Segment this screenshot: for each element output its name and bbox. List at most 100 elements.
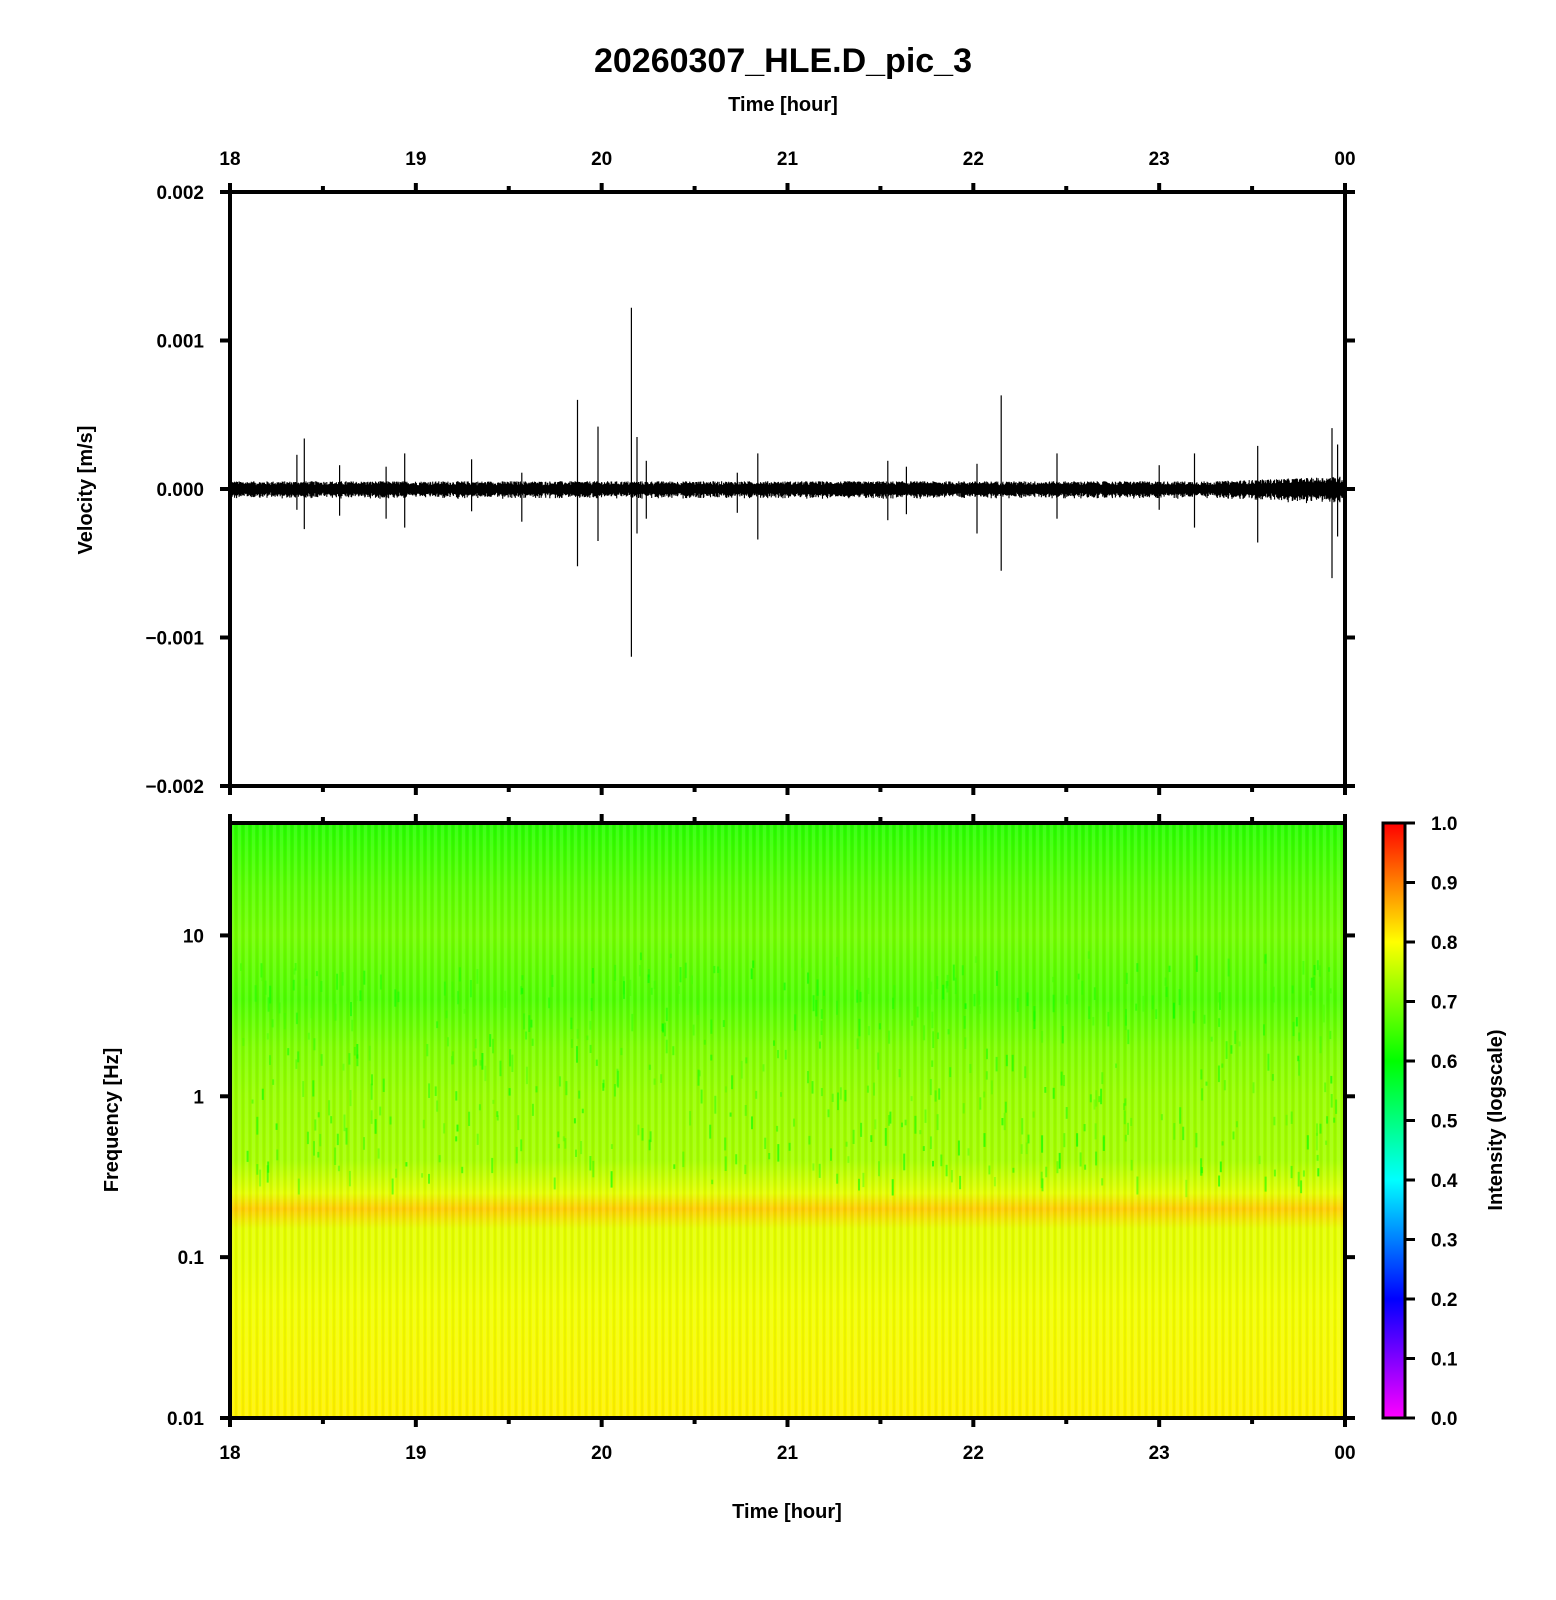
spectrogram-speckle bbox=[940, 1154, 943, 1167]
spectrogram-speckle bbox=[969, 1064, 972, 1073]
spectrogram-speckle bbox=[788, 1142, 791, 1151]
spectrogram-speckle bbox=[858, 1178, 860, 1191]
spectrogram-speckle bbox=[562, 1136, 565, 1142]
spectrogram-speckle bbox=[531, 1103, 534, 1116]
spectrogram-speckle bbox=[1219, 1161, 1222, 1173]
spectrogram-speckle bbox=[509, 1049, 512, 1067]
spectrogram-speckle bbox=[1232, 1131, 1235, 1140]
spectrogram-speckle bbox=[629, 979, 632, 996]
spectrogram-speckle bbox=[558, 1076, 561, 1087]
spectrogram-speckle bbox=[816, 979, 819, 996]
spectrogram-speckle bbox=[479, 1060, 482, 1066]
spectrogram-speckle bbox=[1135, 1003, 1138, 1011]
spectrogram-speckle bbox=[1195, 955, 1198, 972]
spectrogram-speckle bbox=[320, 1054, 323, 1066]
waveform-y-axis-label: Velocity [m/s] bbox=[75, 426, 97, 555]
spectrogram-speckle bbox=[548, 997, 551, 1009]
spectrogram-speckle bbox=[590, 998, 593, 1011]
colorbar-tick-label: 0.0 bbox=[1431, 1409, 1457, 1430]
spectrogram-speckle bbox=[983, 1091, 986, 1098]
colorbar-image bbox=[1383, 823, 1405, 1418]
colorbar-tick-label: 0.4 bbox=[1431, 1171, 1458, 1192]
spectrogram-speckle bbox=[1335, 1099, 1338, 1114]
spectrogram-speckle bbox=[755, 1090, 758, 1099]
spectrogram-texture bbox=[230, 823, 1345, 1418]
spectrogram-speckle bbox=[1227, 958, 1230, 977]
spectrogram-speckle bbox=[266, 1165, 269, 1183]
spectrogram-speckle bbox=[964, 1003, 967, 1009]
spectrogram-speckle bbox=[565, 1081, 568, 1096]
spectrogram-speckle bbox=[934, 1090, 937, 1102]
spectrogram-speckle bbox=[811, 1081, 814, 1094]
spectrogram-speckle bbox=[570, 1017, 573, 1030]
spectrogram-speckle bbox=[1290, 1111, 1293, 1124]
spectrogram-speckle bbox=[283, 1013, 286, 1030]
spectrogram-speckle bbox=[988, 1165, 991, 1175]
spectrogram-speckle bbox=[973, 993, 976, 1007]
spectrogram-speckle bbox=[682, 1151, 685, 1168]
spectrogram-speckle bbox=[1217, 992, 1220, 1003]
spectrogram-speckle bbox=[1066, 995, 1069, 1005]
spectrogram-speckle bbox=[735, 1154, 738, 1165]
spectrogram-speckle bbox=[867, 977, 870, 995]
spectrogram-speckle bbox=[589, 1156, 592, 1171]
spectrogram-speckle bbox=[1195, 1132, 1198, 1148]
spectrogram-speckle bbox=[901, 1122, 903, 1128]
spectrogram-speckle bbox=[394, 989, 397, 1007]
spectrogram-speckle bbox=[489, 1034, 492, 1047]
spectrogram-speckle bbox=[363, 970, 366, 985]
spectrogram-speckle bbox=[557, 1143, 560, 1149]
x-tick-label: 18 bbox=[219, 1443, 240, 1464]
spectrogram-speckle bbox=[586, 1035, 589, 1041]
spectrogram-speckle bbox=[458, 967, 461, 982]
spectrogram-speckle bbox=[355, 995, 358, 1001]
spectrogram-speckle bbox=[1040, 1171, 1043, 1189]
spectrogram-speckle bbox=[1221, 1063, 1224, 1068]
spectrogram-speckle bbox=[348, 1053, 351, 1065]
spectrogram-speckle bbox=[1203, 1014, 1206, 1024]
spectrogram-speckle bbox=[860, 1122, 863, 1137]
spectrogram-speckle bbox=[974, 956, 977, 963]
spectrogram-speckle bbox=[777, 1050, 779, 1059]
spectrogram-speckle bbox=[752, 960, 755, 968]
spectrogram-speckle bbox=[648, 1064, 651, 1070]
spectrogram-speckle bbox=[768, 1153, 771, 1160]
spectrogram-speckle bbox=[957, 1140, 960, 1156]
spectrogram-speckle bbox=[830, 1148, 832, 1161]
spectrogram-speckle bbox=[663, 1022, 666, 1037]
spectrogram-speckle bbox=[660, 1074, 663, 1083]
spectrogram-speckle bbox=[931, 1011, 934, 1029]
spectrogram-speckle bbox=[1164, 977, 1167, 986]
spectrogram-speckle bbox=[807, 1071, 809, 1084]
spectrogram-speckle bbox=[653, 980, 656, 990]
spectrogram-speckle bbox=[484, 1065, 487, 1082]
spectrogram-speckle bbox=[456, 1124, 459, 1132]
spectrogram-speckle bbox=[932, 1031, 935, 1048]
spectrogram-speckle bbox=[818, 1163, 821, 1178]
spectrogram-speckle bbox=[389, 1116, 392, 1125]
spectrogram-speckle bbox=[946, 974, 949, 986]
spectrogram-speckle bbox=[1333, 1117, 1336, 1123]
spectrogram-speckle bbox=[776, 1125, 779, 1132]
spectrogram-speckle bbox=[1136, 963, 1139, 972]
spectrogram-speckle bbox=[750, 968, 753, 980]
spectrogram-speckle bbox=[1201, 1088, 1204, 1101]
spectrogram-speckle bbox=[711, 1179, 714, 1185]
spectrogram-speckle bbox=[764, 1137, 767, 1149]
spectrogram-speckle bbox=[1178, 989, 1181, 1006]
spectrogram-speckle bbox=[377, 1148, 380, 1159]
spectrogram-speckle bbox=[910, 1096, 913, 1102]
spectrogram-speckle bbox=[1001, 1118, 1004, 1126]
spectrogram-speckle bbox=[535, 1086, 538, 1093]
spectrogram-speckle bbox=[356, 1044, 359, 1059]
spectrogram-speckle bbox=[1123, 1110, 1126, 1125]
spectrogram-speckle bbox=[564, 1138, 567, 1149]
spectrogram-speckle bbox=[1061, 1009, 1064, 1027]
spectrogram-speckle bbox=[717, 966, 720, 973]
spectrogram-speckle bbox=[1218, 1018, 1221, 1027]
colorbar-tick-label: 1.0 bbox=[1431, 814, 1457, 835]
spectrogram-speckle bbox=[334, 1147, 337, 1165]
x-tick-label: 21 bbox=[777, 1443, 799, 1464]
spectrogram-speckle bbox=[1060, 1071, 1063, 1086]
colorbar-tick-label: 0.1 bbox=[1431, 1350, 1458, 1371]
